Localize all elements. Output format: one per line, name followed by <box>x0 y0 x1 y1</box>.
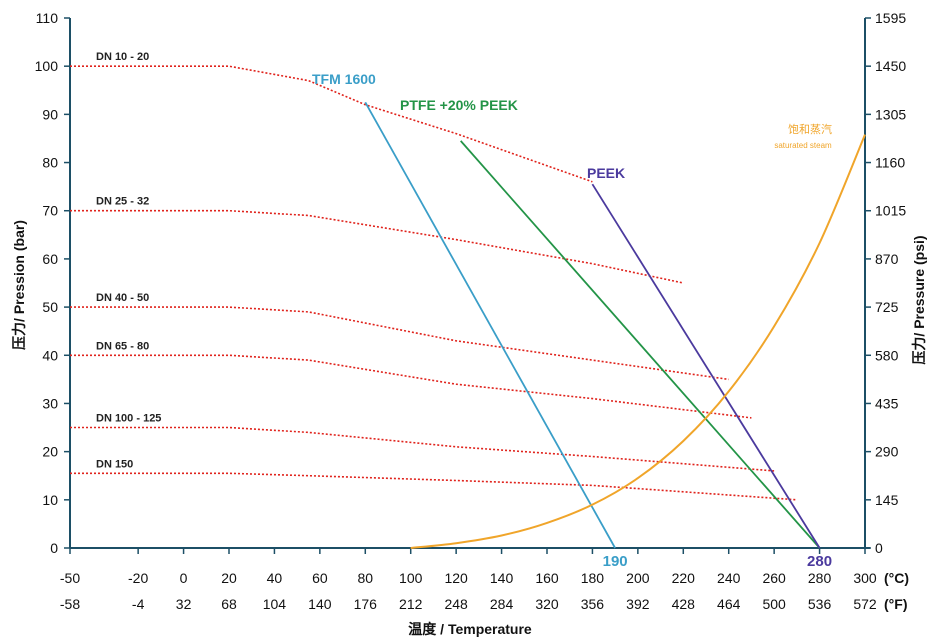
left-tick-label: 90 <box>42 106 58 122</box>
series-label-ptfe-peek: PTFE +20% PEEK <box>400 97 518 113</box>
x-tick-label-celsius: 40 <box>267 570 283 586</box>
material-line <box>460 140 821 549</box>
right-tick-label: 1450 <box>875 58 906 74</box>
x-unit-celsius: (°C) <box>884 570 909 586</box>
dn-line <box>70 354 752 419</box>
right-tick-label: 0 <box>875 540 883 556</box>
dn-line-label: DN 100 - 125 <box>96 413 161 425</box>
y-axis-title-left: 压力/ Pression (bar) <box>11 220 27 350</box>
x-tick-label-fahrenheit: 140 <box>308 596 332 612</box>
x-tick-label-celsius: 20 <box>221 570 237 586</box>
series-labels: DN 10 - 20 DN 25 - 32 DN 40 - 50 DN 65 - 80… <box>96 51 832 570</box>
steam-curve <box>410 134 866 549</box>
left-tick-label: 80 <box>42 155 58 171</box>
x-tick-label-fahrenheit: 500 <box>762 596 786 612</box>
x-tick-label-celsius: 260 <box>762 570 786 586</box>
x-tick-label-celsius: 220 <box>672 570 696 586</box>
series-label-peek: PEEK <box>587 165 625 181</box>
x-tick-label-celsius: 0 <box>180 570 188 586</box>
x-tick-label-celsius: 280 <box>808 570 832 586</box>
material-lines <box>364 101 821 549</box>
dn-line <box>70 209 684 284</box>
x-tick-label-fahrenheit: 32 <box>176 596 192 612</box>
dn-line <box>70 426 775 472</box>
left-tick-label: 30 <box>42 395 58 411</box>
right-tick-label: 1015 <box>875 203 906 219</box>
x-tick-label-celsius: 300 <box>853 570 877 586</box>
x-tick-label-celsius: 60 <box>312 570 328 586</box>
right-tick-label: 725 <box>875 299 899 315</box>
right-tick-label: 435 <box>875 395 899 411</box>
left-tick-label: 100 <box>35 58 59 74</box>
x-tick-label-fahrenheit: -4 <box>132 596 145 612</box>
dn-pressure-lines <box>70 65 797 501</box>
left-tick-label: 10 <box>42 492 58 508</box>
x-tick-label-fahrenheit: 536 <box>808 596 832 612</box>
x-tick-label-celsius: 120 <box>444 570 468 586</box>
right-y-ticks: 0 145 290 435 580 725 870 1015 1160 1305 1450 1595 <box>865 10 906 556</box>
right-tick-label: 870 <box>875 251 899 267</box>
x-tick-label-fahrenheit: -58 <box>60 596 80 612</box>
x-tick-label-fahrenheit: 320 <box>535 596 559 612</box>
left-tick-label: 70 <box>42 203 58 219</box>
y-axis-title-right: 压力/ Pressure (psi) <box>911 235 927 364</box>
material-line <box>591 183 821 549</box>
x-tick-label-fahrenheit: 392 <box>626 596 650 612</box>
x-tick-label-fahrenheit: 68 <box>221 596 237 612</box>
steam-label-en: saturated steam <box>774 141 832 150</box>
left-tick-label: 20 <box>42 444 58 460</box>
dn-line-label: DN 150 <box>96 458 133 470</box>
right-tick-label: 1595 <box>875 10 906 26</box>
x-tick-label-fahrenheit: 572 <box>853 596 877 612</box>
series-label-tfm: TFM 1600 <box>312 71 376 87</box>
dn-line-label: DN 40 - 50 <box>96 292 149 304</box>
x-tick-label-fahrenheit: 212 <box>399 596 423 612</box>
dn-line-label: DN 10 - 20 <box>96 51 149 63</box>
right-tick-label: 580 <box>875 347 899 363</box>
left-tick-label: 40 <box>42 347 58 363</box>
steam-label-cn: 饱和蒸汽 <box>788 122 832 136</box>
right-tick-label: 290 <box>875 444 899 460</box>
x-tick-label-celsius: 180 <box>581 570 605 586</box>
x-unit-fahrenheit: (°F) <box>884 596 907 612</box>
x-tick-label-fahrenheit: 284 <box>490 596 514 612</box>
dn-line <box>70 472 797 501</box>
dn-line-label: DN 25 - 32 <box>96 196 149 208</box>
x-tick-label-fahrenheit: 176 <box>354 596 378 612</box>
x-tick-label-celsius: 100 <box>399 570 423 586</box>
material-line <box>364 101 616 549</box>
steam-curve-group <box>410 134 866 549</box>
left-tick-label: 110 <box>36 10 59 26</box>
x-tick-label-celsius: 160 <box>535 570 559 586</box>
x-tick-label-fahrenheit: 464 <box>717 596 741 612</box>
x-tick-label-fahrenheit: 356 <box>581 596 605 612</box>
x-tick-label-fahrenheit: 248 <box>444 596 468 612</box>
x-ticks: -50 -58 -20 -4 0 32 20 68 40 104 60 140 80 176 100 212 1… <box>60 548 877 612</box>
dn-line <box>70 65 593 183</box>
x-tick-label-celsius: 240 <box>717 570 741 586</box>
left-tick-label: 50 <box>42 299 58 315</box>
x-tick-label-celsius: 80 <box>357 570 373 586</box>
left-y-ticks: 0 10 20 30 40 50 60 70 80 90 100 110 <box>35 10 70 556</box>
x-tick-label-celsius: 200 <box>626 570 650 586</box>
x-tick-label-celsius: -20 <box>128 570 148 586</box>
right-tick-label: 145 <box>875 492 899 508</box>
right-tick-label: 1160 <box>875 155 905 171</box>
left-tick-label: 0 <box>50 540 58 556</box>
x-tick-label-celsius: -50 <box>60 570 80 586</box>
x-tick-label-fahrenheit: 104 <box>263 596 287 612</box>
x-axis-title: 温度 / Temperature <box>408 621 532 637</box>
dn-line-label: DN 65 - 80 <box>96 340 149 352</box>
right-tick-label: 1305 <box>875 106 906 122</box>
left-tick-label: 60 <box>42 251 58 267</box>
x-tick-label-fahrenheit: 428 <box>672 596 696 612</box>
axes <box>69 18 870 549</box>
x-tick-label-celsius: 140 <box>490 570 514 586</box>
end-value-label: 280 <box>807 553 832 570</box>
dn-line <box>70 306 729 381</box>
end-value-label: 190 <box>603 553 628 570</box>
